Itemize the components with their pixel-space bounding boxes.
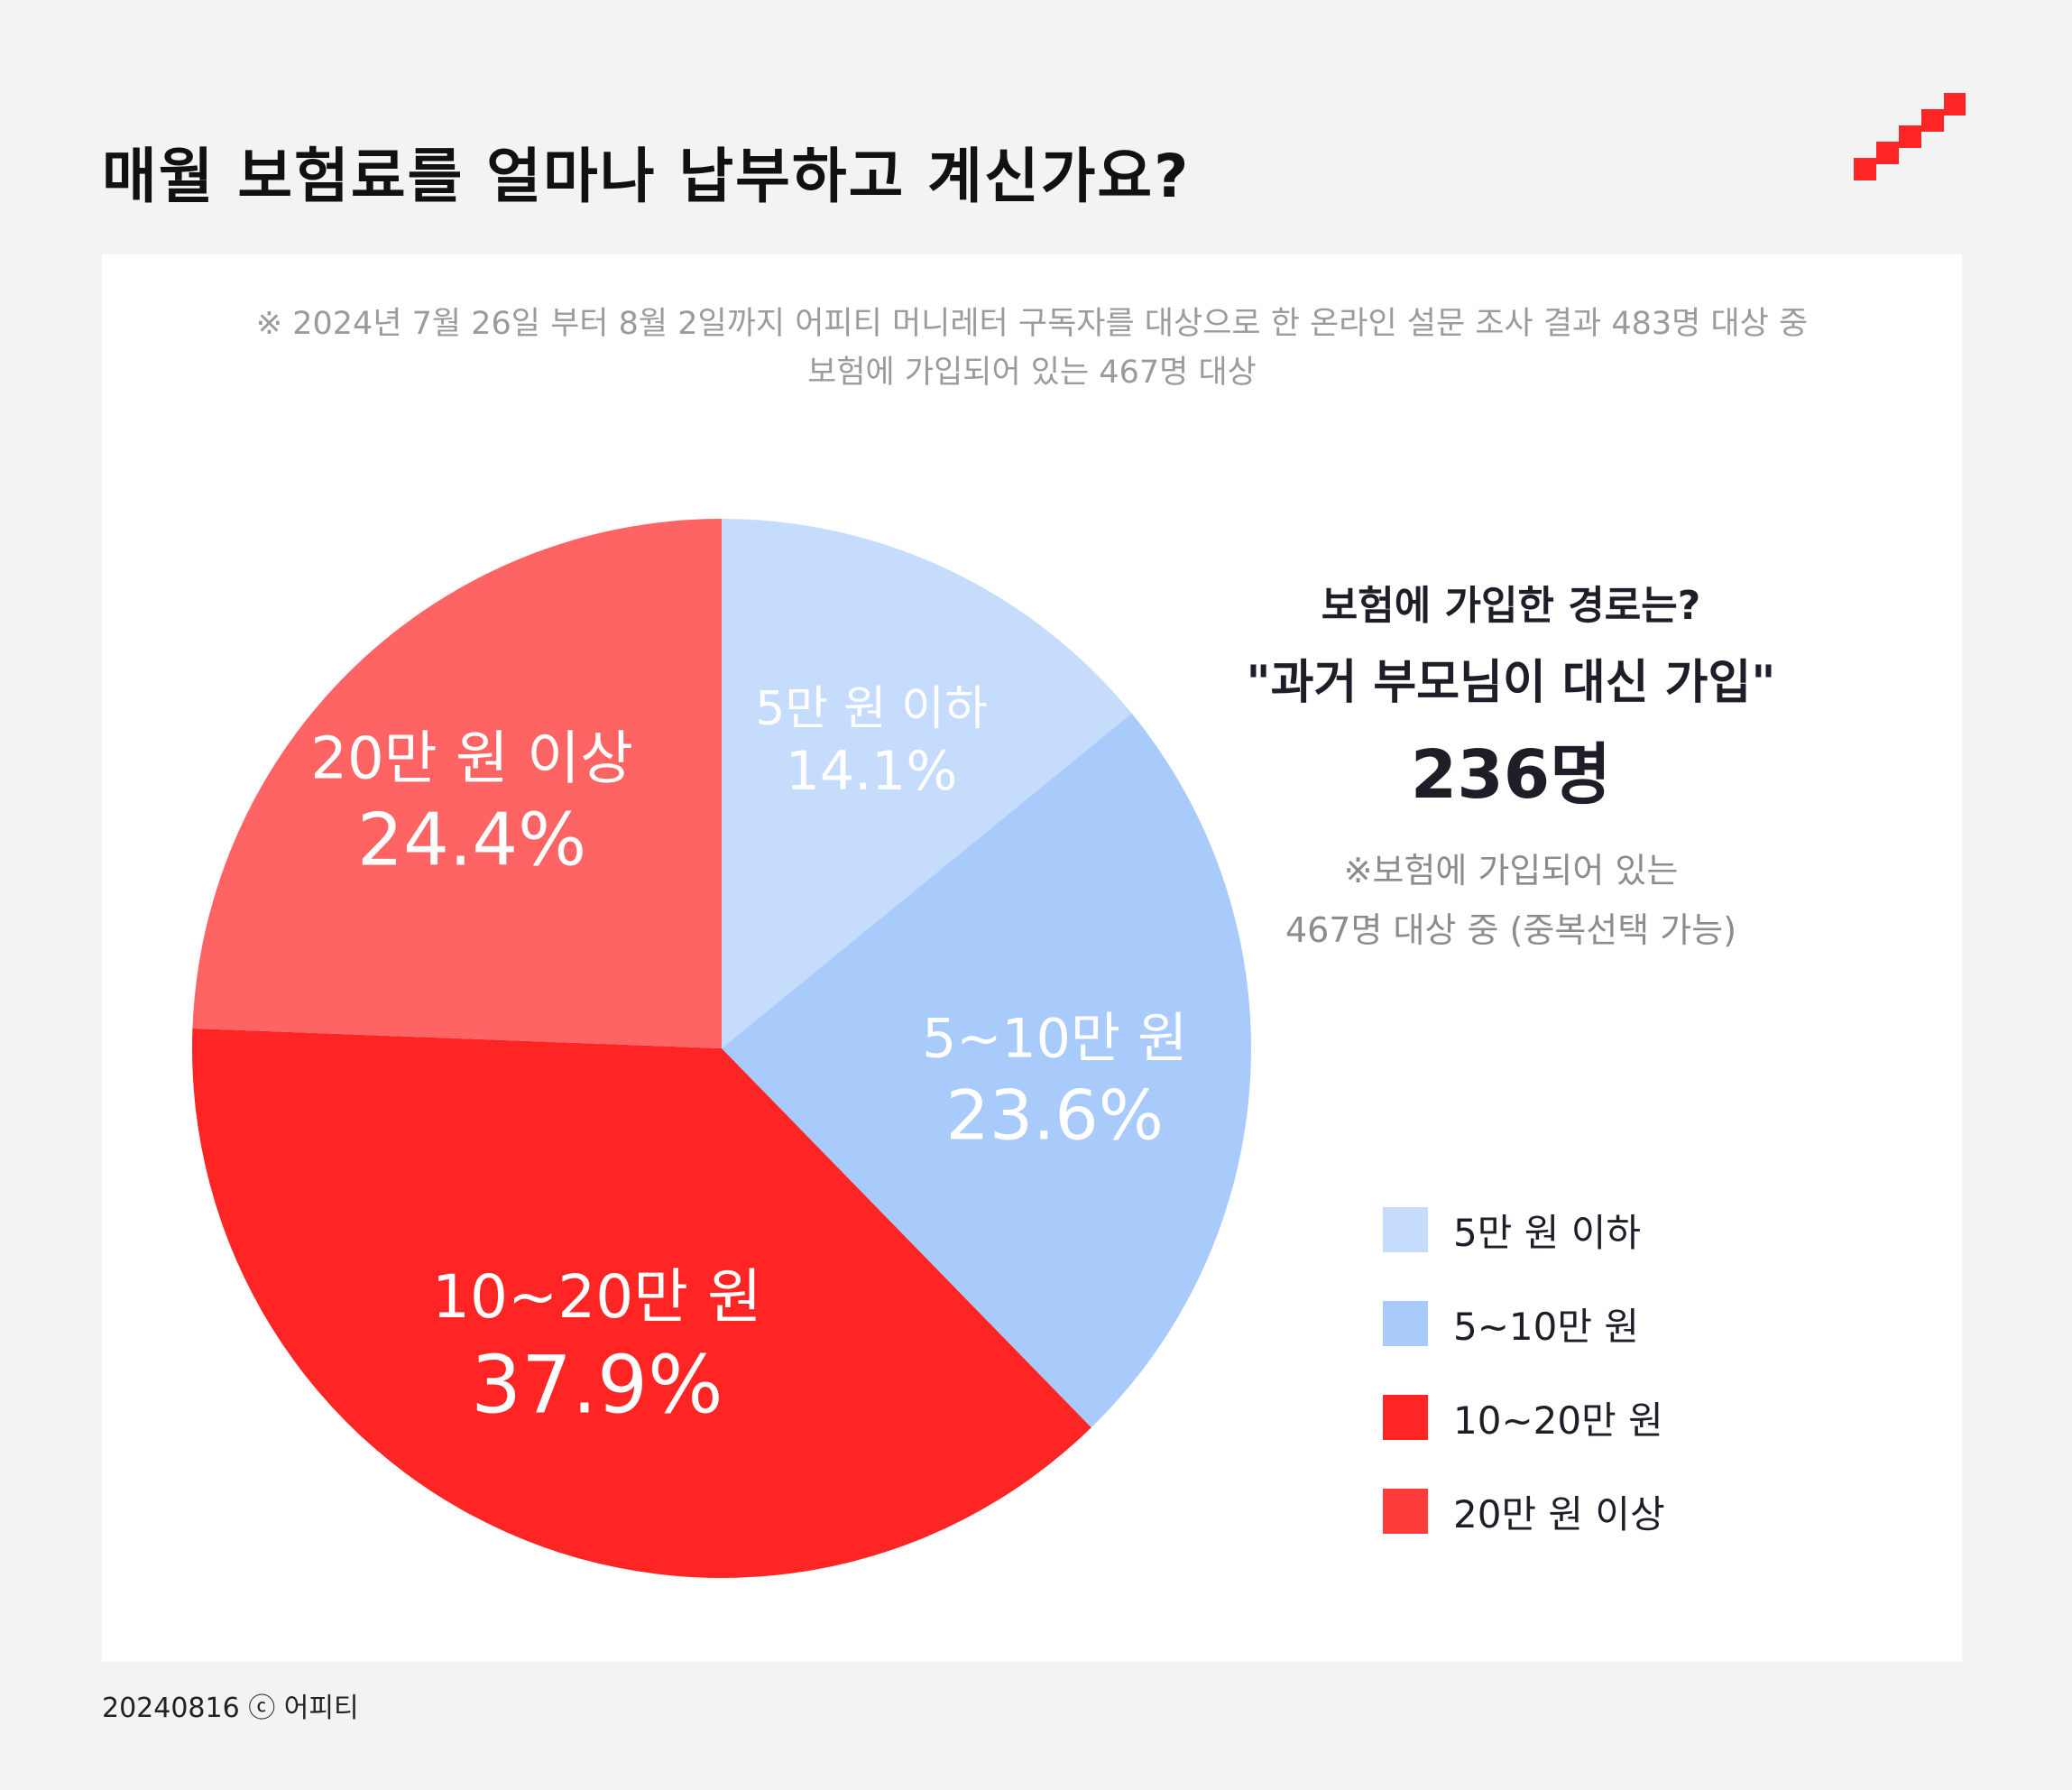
- legend-label: 5만 원 이하: [1453, 1210, 1641, 1255]
- pie-slice: [722, 713, 1252, 1428]
- slice-label: 10~20만 원: [432, 1262, 762, 1332]
- slice-label: 5~10만 원: [922, 1008, 1187, 1071]
- slice-value-label: 37.9%: [471, 1339, 723, 1432]
- pie-slice: [191, 1028, 1091, 1578]
- staircase-logo-icon: [1854, 93, 1966, 180]
- legend-label: 10~20만 원: [1453, 1398, 1663, 1443]
- legend: 5만 원 이하 5~10만 원 10~20만 원 20만 원 이상: [1383, 1206, 1665, 1582]
- pie-slice: [722, 519, 1132, 1048]
- legend-item: 20만 원 이상: [1383, 1488, 1665, 1536]
- legend-item: 5만 원 이하: [1383, 1206, 1665, 1255]
- slice-value-label: 23.6%: [946, 1075, 1164, 1156]
- pie-slice: [192, 519, 722, 1048]
- legend-label: 20만 원 이상: [1453, 1491, 1665, 1536]
- slice-value-label: 14.1%: [786, 740, 958, 803]
- side-note-line2: 467명 대상 중 (중복선택 가능): [1285, 910, 1737, 950]
- survey-note-line2: 보험에 가입되어 있는 467명 대상: [807, 355, 1257, 391]
- legend-swatch: [1383, 1489, 1428, 1534]
- legend-label: 5~10만 원: [1453, 1304, 1639, 1349]
- page-title: 매월 보험료를 얼마나 납부하고 계신가요?: [102, 142, 1191, 211]
- side-question: 보험에 가입한 경로는?: [1321, 583, 1701, 629]
- survey-note: ※ 2024년 7월 26일 부터 8월 2일까지 어피티 머니레터 구독자를 …: [102, 300, 1962, 397]
- side-count: 236명: [1410, 736, 1612, 814]
- legend-swatch: [1383, 1207, 1428, 1252]
- side-answer: "과거 부모님이 대신 가입": [1246, 656, 1776, 710]
- footer-credit: 20240816 ⓒ 어피티: [102, 1693, 359, 1724]
- slice-label: 5만 원 이하: [755, 682, 988, 736]
- slice-label: 20만 원 이상: [310, 725, 633, 792]
- slice-value-label: 24.4%: [357, 798, 586, 881]
- survey-note-line1: ※ 2024년 7월 26일 부터 8월 2일까지 어피티 머니레터 구독자를 …: [255, 306, 1809, 342]
- legend-item: 10~20만 원: [1383, 1394, 1665, 1443]
- side-note-line1: ※보험에 가입되어 있는: [1343, 851, 1679, 890]
- side-note: ※보험에 가입되어 있는 467명 대상 중 (중복선택 가능): [1195, 841, 1827, 960]
- legend-item: 5~10만 원: [1383, 1300, 1665, 1349]
- chart-card: ※ 2024년 7월 26일 부터 8월 2일까지 어피티 머니레터 구독자를 …: [102, 254, 1962, 1662]
- legend-swatch: [1383, 1395, 1428, 1440]
- side-panel: 보험에 가입한 경로는? "과거 부모님이 대신 가입" 236명 ※보험에 가…: [1195, 579, 1827, 960]
- legend-swatch: [1383, 1301, 1428, 1346]
